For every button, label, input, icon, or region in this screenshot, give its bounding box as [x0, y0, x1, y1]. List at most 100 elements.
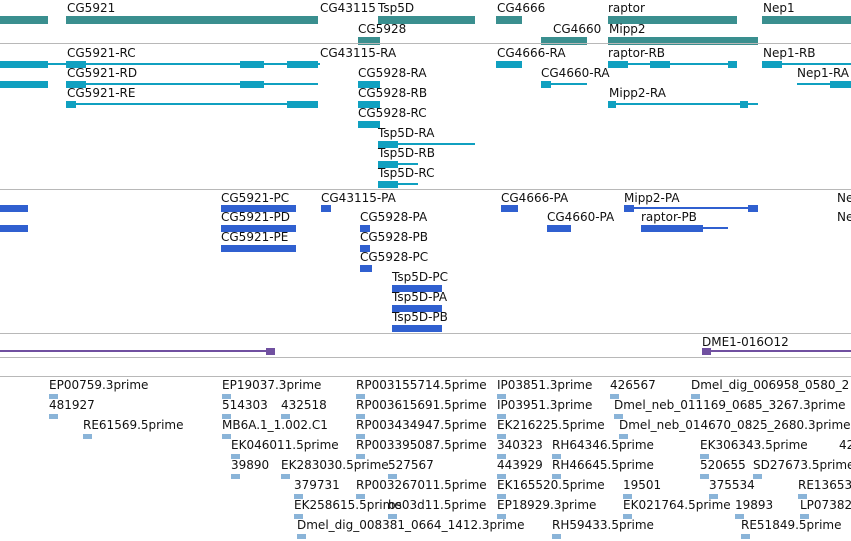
transcript-exon[interactable]	[66, 61, 86, 68]
est-label[interactable]: Dmel_dig_008381_0664_1412.3prime	[297, 518, 525, 532]
est-bar[interactable]	[388, 514, 397, 519]
protein-exon[interactable]	[221, 225, 296, 232]
transcript-exon[interactable]	[762, 61, 782, 68]
protein-label[interactable]: CG5928-PC	[360, 250, 429, 264]
protein-exon[interactable]	[392, 325, 442, 332]
gene-label[interactable]: Mipp2	[609, 22, 646, 36]
protein-exon[interactable]	[0, 225, 28, 232]
gene-label[interactable]: CG5921	[67, 1, 116, 15]
est-label[interactable]: RH59433.5prime	[552, 518, 654, 532]
est-bar[interactable]	[619, 434, 628, 439]
est-bar[interactable]	[623, 494, 632, 499]
est-label[interactable]: EK283030.5prime	[281, 458, 389, 472]
transcript-label[interactable]: Tsp5D-RA	[378, 126, 435, 140]
est-bar[interactable]	[356, 454, 365, 459]
est-bar[interactable]	[753, 474, 762, 479]
transcript-label[interactable]: CG4660-RA	[541, 66, 610, 80]
gene-bar[interactable]	[378, 16, 475, 24]
est-bar[interactable]	[552, 454, 561, 459]
est-label[interactable]: Dmel_neb_014670_0825_2680.3prime	[619, 418, 851, 432]
transcript-exon[interactable]	[66, 101, 76, 108]
protein-label[interactable]: CG4660-PA	[547, 210, 615, 224]
transcript-label[interactable]: Tsp5D-RB	[378, 146, 435, 160]
est-label[interactable]: 520655	[700, 458, 746, 472]
gene-label[interactable]: CG43115	[320, 1, 376, 15]
transcript-exon[interactable]	[378, 161, 398, 168]
protein-exon[interactable]	[547, 225, 571, 232]
protein-label[interactable]: Tsp5D-PC	[392, 270, 449, 284]
transcript-exon[interactable]	[287, 101, 318, 108]
est-label[interactable]: 481927	[49, 398, 95, 412]
transcript-exon[interactable]	[66, 81, 86, 88]
gene-label[interactable]: raptor	[608, 1, 645, 15]
est-label[interactable]: EP19037.3prime	[222, 378, 322, 392]
est-bar[interactable]	[222, 394, 231, 399]
est-label[interactable]: RH64346.5prime	[552, 438, 654, 452]
gene-bar[interactable]	[66, 16, 318, 24]
est-label[interactable]: 432518	[281, 398, 327, 412]
transcript-label[interactable]: Nep1-RB	[763, 46, 816, 60]
est-label[interactable]: RP003434947.5prime	[356, 418, 487, 432]
transcript-exon[interactable]	[608, 61, 628, 68]
est-label[interactable]: EP18929.3prime	[497, 498, 597, 512]
est-bar[interactable]	[49, 394, 58, 399]
transcript-exon[interactable]	[240, 81, 264, 88]
gene-label[interactable]: CG4666	[497, 1, 546, 15]
transcript-exon[interactable]	[378, 141, 398, 148]
transcript-label[interactable]: CG5928-RA	[358, 66, 427, 80]
est-bar[interactable]	[497, 514, 506, 519]
est-bar[interactable]	[691, 394, 700, 399]
est-bar[interactable]	[497, 434, 506, 439]
est-bar[interactable]	[83, 434, 92, 439]
protein-exon[interactable]	[360, 245, 370, 252]
est-bar[interactable]	[497, 414, 506, 419]
transcript-exon[interactable]	[0, 81, 48, 88]
est-label[interactable]: Dmel_neb_011169_0685_3267.3prime	[614, 398, 846, 412]
protein-label[interactable]: CG5921-PD	[221, 210, 291, 224]
est-bar[interactable]	[700, 454, 709, 459]
est-label[interactable]: LP07382	[800, 498, 851, 512]
est-label[interactable]: 19501	[623, 478, 662, 492]
protein-label[interactable]: CG5921-PC	[221, 191, 290, 205]
gene-bar[interactable]	[541, 37, 587, 45]
protein-label[interactable]: Ne	[837, 191, 851, 205]
est-label[interactable]: 375534	[709, 478, 755, 492]
protein-label[interactable]: Tsp5D-PA	[392, 290, 448, 304]
transcript-exon[interactable]	[608, 101, 616, 108]
gene-bar[interactable]	[0, 16, 48, 24]
transcript-label[interactable]: CG5928-RC	[358, 106, 427, 120]
transcript-label[interactable]: CG5921-RC	[67, 46, 136, 60]
est-label[interactable]: SD27673.5prime	[753, 458, 851, 472]
transcript-exon[interactable]	[358, 121, 380, 128]
est-label[interactable]: IP03951.3prime	[497, 398, 593, 412]
protein-exon[interactable]	[641, 225, 703, 232]
est-label[interactable]: 42	[839, 438, 851, 452]
est-label[interactable]: bs03d11.5prime	[388, 498, 487, 512]
transcript-exon[interactable]	[378, 181, 398, 188]
transcript-exon[interactable]	[358, 101, 380, 108]
transcript-exon[interactable]	[728, 61, 737, 68]
transcript-label[interactable]: CG5921-RE	[67, 86, 136, 100]
est-bar[interactable]	[614, 414, 623, 419]
est-bar[interactable]	[497, 494, 506, 499]
protein-label[interactable]: raptor-PB	[641, 210, 697, 224]
transcript-exon[interactable]	[287, 61, 318, 68]
est-bar[interactable]	[623, 514, 632, 519]
est-label[interactable]: EP00759.3prime	[49, 378, 149, 392]
est-label[interactable]: 426567	[610, 378, 656, 392]
est-label[interactable]: RE51849.5prime	[741, 518, 842, 532]
transcript-exon[interactable]	[240, 61, 264, 68]
est-label[interactable]: 19893	[735, 498, 774, 512]
protein-exon[interactable]	[0, 205, 28, 212]
est-bar[interactable]	[281, 414, 290, 419]
est-bar[interactable]	[356, 414, 365, 419]
est-label[interactable]: RE61569.5prime	[83, 418, 184, 432]
transcript-label[interactable]: CG5928-RB	[358, 86, 428, 100]
est-bar[interactable]	[497, 454, 506, 459]
est-label[interactable]: 379731	[294, 478, 340, 492]
protein-exon[interactable]	[392, 305, 442, 312]
gene-label[interactable]: Tsp5D	[378, 1, 415, 15]
transcript-exon[interactable]	[541, 81, 551, 88]
est-bar[interactable]	[709, 494, 718, 499]
est-label[interactable]: EK165520.5prime	[497, 478, 605, 492]
